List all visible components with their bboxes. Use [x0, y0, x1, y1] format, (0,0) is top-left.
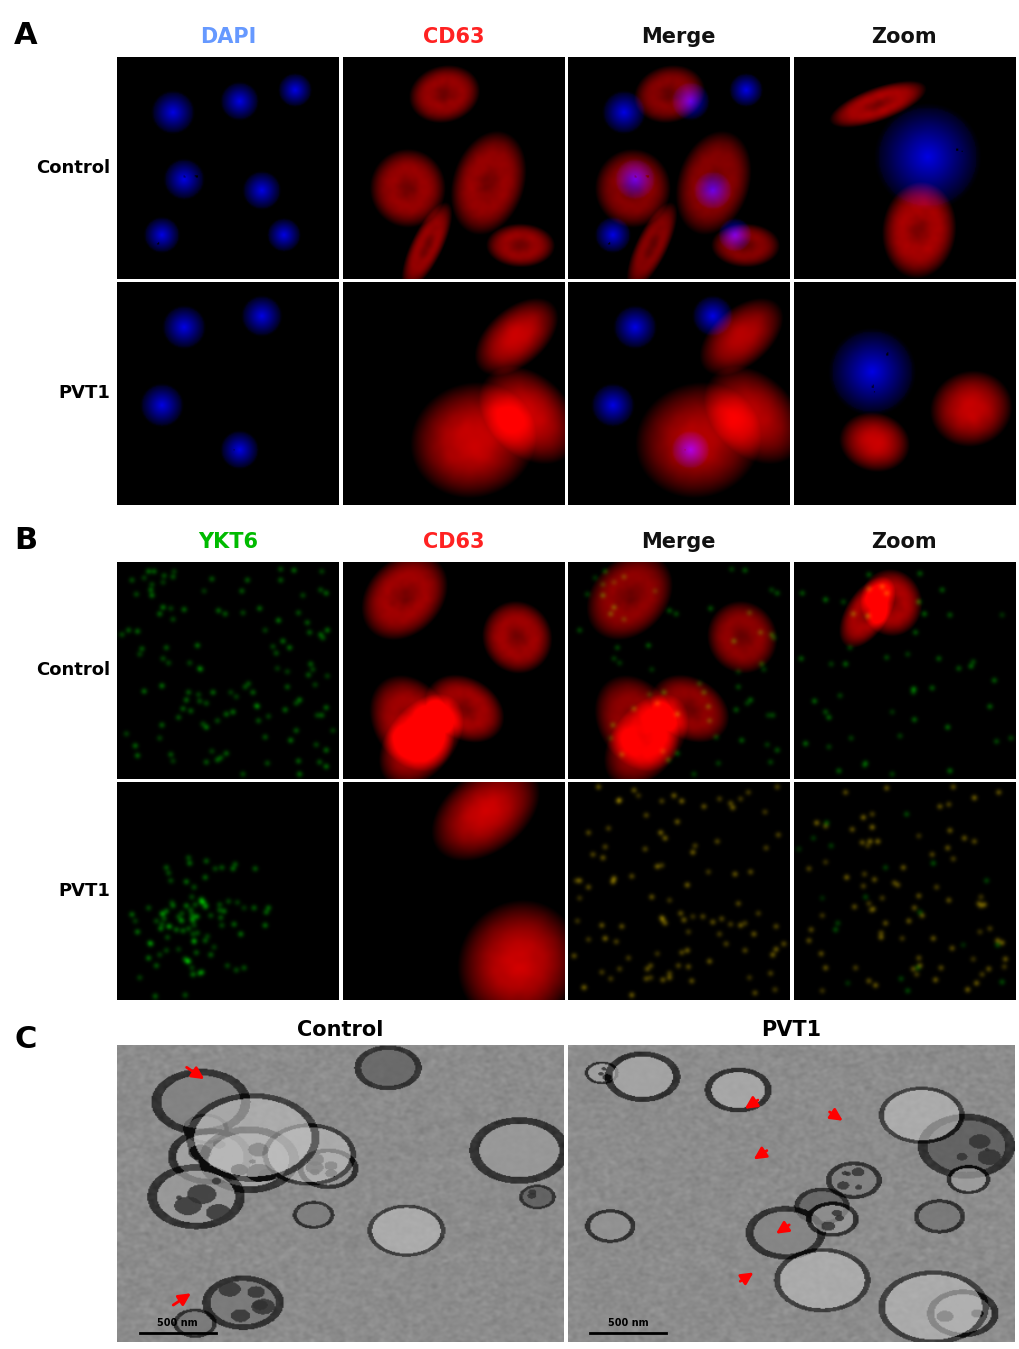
Text: Merge: Merge — [641, 27, 715, 46]
Text: CD63: CD63 — [422, 27, 484, 46]
Text: Merge: Merge — [641, 532, 715, 552]
Text: YKT6: YKT6 — [198, 532, 258, 552]
Text: Control: Control — [36, 661, 110, 680]
Text: Control: Control — [298, 1020, 383, 1040]
Text: DAPI: DAPI — [200, 27, 256, 46]
Text: Zoom: Zoom — [870, 532, 936, 552]
Text: 500 nm: 500 nm — [157, 1318, 198, 1327]
Text: A: A — [14, 22, 38, 50]
Text: Control: Control — [36, 159, 110, 177]
Text: Zoom: Zoom — [870, 27, 936, 46]
Text: B: B — [14, 526, 38, 556]
Text: PVT1: PVT1 — [761, 1020, 820, 1040]
Text: C: C — [14, 1025, 37, 1054]
Text: PVT1: PVT1 — [58, 882, 110, 900]
Text: 500 nm: 500 nm — [607, 1318, 648, 1327]
Text: PVT1: PVT1 — [58, 384, 110, 402]
Text: CD63: CD63 — [422, 532, 484, 552]
